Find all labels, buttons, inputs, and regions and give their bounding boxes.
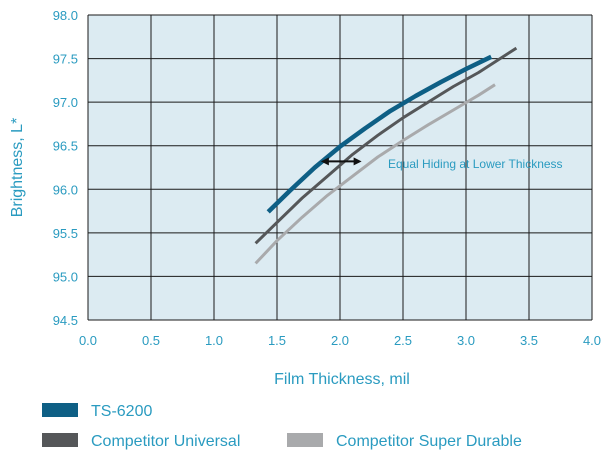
y-tick-labels: 94.5 95.0 95.5 96.0 96.5 97.0 97.5 98.0: [53, 8, 78, 328]
x-tick-label: 3.5: [520, 333, 538, 348]
x-tick-label: 1.5: [268, 333, 286, 348]
x-tick-label: 4.0: [583, 333, 601, 348]
legend-swatch-competitor-super-durable: [287, 433, 323, 447]
y-tick-label: 96.5: [53, 139, 78, 154]
legend-label-competitor-super-durable: Competitor Super Durable: [336, 433, 522, 450]
y-tick-label: 97.0: [53, 95, 78, 110]
legend: TS-6200 Competitor Universal Competitor …: [42, 403, 522, 450]
x-tick-label: 3.0: [457, 333, 475, 348]
y-tick-label: 96.0: [53, 182, 78, 197]
legend-swatch-competitor-universal: [42, 433, 78, 447]
series-lines: [254, 46, 518, 265]
y-tick-label: 95.0: [53, 269, 78, 284]
x-tick-label: 2.0: [331, 333, 349, 348]
y-tick-label: 98.0: [53, 8, 78, 23]
x-tick-label: 0.0: [79, 333, 97, 348]
x-tick-label: 0.5: [142, 333, 160, 348]
annotation-text: Equal Hiding at Lower Thickness: [388, 157, 563, 171]
legend-label-ts-6200: TS-6200: [91, 403, 152, 420]
annotation: Equal Hiding at Lower Thickness: [320, 157, 563, 171]
y-tick-label: 94.5: [53, 313, 78, 328]
x-tick-labels: 0.0 0.5 1.0 1.5 2.0 2.5 3.0 3.5 4.0: [79, 333, 601, 348]
series-line-competitor-super-durable: [254, 83, 496, 265]
y-tick-label: 97.5: [53, 52, 78, 67]
legend-label-competitor-universal: Competitor Universal: [91, 433, 240, 450]
legend-swatch-ts-6200: [42, 403, 78, 417]
y-axis-title: Brightness, L*: [9, 118, 26, 218]
series-line-competitor-universal: [254, 46, 518, 245]
x-axis-title: Film Thickness, mil: [274, 371, 410, 388]
y-tick-label: 95.5: [53, 226, 78, 241]
x-tick-label: 1.0: [205, 333, 223, 348]
series-line-ts-6200: [266, 54, 493, 214]
x-tick-label: 2.5: [394, 333, 412, 348]
